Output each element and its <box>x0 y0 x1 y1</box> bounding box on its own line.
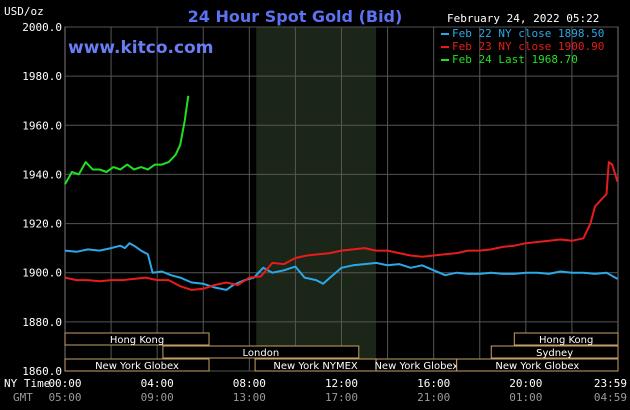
x-tick-label: 20:00 <box>509 377 542 390</box>
gmt-tick-label: 13:00 <box>233 391 266 404</box>
session-label: New York NYMEX <box>273 361 358 372</box>
x-tick-label: 08:00 <box>233 377 266 390</box>
x-tick-label: 04:00 <box>141 377 174 390</box>
session-bar <box>456 358 619 372</box>
session-box: New York Globex <box>456 358 619 372</box>
gmt-tick-label: 04:59 <box>594 391 627 404</box>
date-label: February 24, 2022 05:22 <box>447 12 599 25</box>
ny-time-label: NY Time <box>4 377 50 390</box>
session-bar <box>490 345 619 359</box>
session-label: London <box>243 348 280 359</box>
unit-label: USD/oz <box>4 5 44 18</box>
x-tick-label: 00:00 <box>48 377 81 390</box>
y-tick-label: 1900.0 <box>22 267 62 280</box>
y-axis: 1860.0 1880.0 1900.0 1920.0 1940.0 1960.0 1980… <box>22 21 62 378</box>
legend-item: Feb 22 NY close 1898.50 <box>441 27 604 40</box>
session-bar <box>513 332 619 346</box>
session-box: New York Globex <box>374 358 458 372</box>
session-bar <box>64 358 210 372</box>
series-line-2 <box>64 161 619 291</box>
legend-label: Feb 22 NY close 1898.50 <box>452 27 604 40</box>
session-box: London <box>162 345 360 359</box>
gmt-label: GMT <box>13 391 33 404</box>
legend-label: Feb 24 Last 1968.70 <box>452 53 578 66</box>
gmt-tick-label: 17:00 <box>325 391 358 404</box>
y-tick-label: 1880.0 <box>22 316 62 329</box>
session-label: New York Globex <box>95 361 179 372</box>
gmt-tick-label: 09:00 <box>141 391 174 404</box>
y-tick-label: 1960.0 <box>22 119 62 132</box>
session-box: Hong Kong <box>513 332 619 346</box>
y-tick-label: 1860.0 <box>22 365 62 378</box>
x-tick-label: 16:00 <box>417 377 450 390</box>
y-tick-label: 1940.0 <box>22 168 62 181</box>
site-url: www.kitco.com <box>68 38 213 58</box>
session-box: New York Globex <box>64 358 210 372</box>
x-tick-label: 23:59 <box>594 377 627 390</box>
session-label: New York Globex <box>495 361 579 372</box>
session-label: Hong Kong <box>539 335 593 346</box>
price-series <box>64 95 619 291</box>
session-bar <box>162 345 360 359</box>
legend-item: Feb 23 NY close 1900.90 <box>441 40 604 53</box>
y-tick-label: 1920.0 <box>22 218 62 231</box>
gmt-tick-label: 01:00 <box>509 391 542 404</box>
legend-item: Feb 24 Last 1968.70 <box>441 53 578 66</box>
legend-label: Feb 23 NY close 1900.90 <box>452 40 604 53</box>
x-tick-label: 12:00 <box>325 377 358 390</box>
session-box: Sydney <box>490 345 619 359</box>
session-label: Sydney <box>536 348 573 359</box>
series-line-3 <box>64 95 190 185</box>
session-label: New York Globex <box>374 361 458 372</box>
chart-title: 24 Hour Spot Gold (Bid) <box>188 7 403 26</box>
series-line-1 <box>64 242 618 291</box>
session-bar <box>64 332 210 346</box>
gmt-tick-label: 21:00 <box>417 391 450 404</box>
session-box: New York NYMEX <box>254 358 377 372</box>
session-box: Hong Kong <box>64 332 210 346</box>
y-tick-label: 2000.0 <box>22 21 62 34</box>
session-label: Hong Kong <box>110 335 164 346</box>
trading-sessions: Hong Kong Hong Kong London Sydney New York G… <box>64 332 619 372</box>
y-tick-label: 1980.0 <box>22 70 62 83</box>
nymex-shaded-band <box>256 27 377 371</box>
gmt-tick-label: 05:00 <box>48 391 81 404</box>
